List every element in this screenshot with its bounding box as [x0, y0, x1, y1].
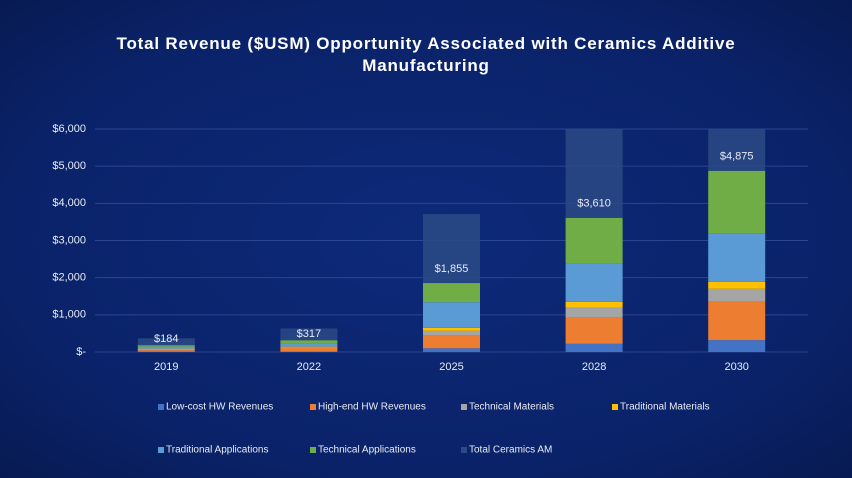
bar-segment	[708, 301, 766, 341]
y-tick-label: $4,000	[52, 197, 86, 209]
legend-swatch	[158, 404, 164, 410]
bar-segment	[280, 346, 338, 348]
legend-label: Technical Materials	[469, 402, 554, 413]
data-label: $184	[154, 333, 178, 345]
y-tick-label: $-	[76, 346, 86, 358]
y-tick-label: $5,000	[52, 160, 86, 172]
bar-segment	[708, 129, 766, 171]
bar-segment	[423, 302, 480, 328]
bar-segment	[708, 340, 766, 352]
bar-segment	[565, 301, 623, 308]
legend-swatch	[612, 404, 618, 410]
bar-segment	[423, 327, 480, 331]
grid	[95, 128, 808, 353]
bar-segment	[280, 340, 338, 344]
bar-segment	[137, 349, 195, 351]
legend-label: Technical Applications	[318, 445, 416, 456]
y-tick-label: $6,000	[52, 123, 86, 135]
legend-swatch	[158, 447, 164, 453]
bar-segment	[565, 343, 623, 352]
legend-swatch	[461, 404, 467, 410]
legend-label: Low-cost HW Revenues	[166, 402, 273, 413]
bar-segment	[280, 347, 338, 352]
y-tick-label: $1,000	[52, 309, 86, 321]
bar-segment	[565, 263, 623, 302]
legend-swatch	[461, 447, 467, 453]
x-tick-label: 2028	[582, 361, 606, 373]
data-label: $1,855	[435, 263, 469, 275]
x-tick-label: 2030	[724, 361, 748, 373]
bar-segment	[280, 343, 338, 347]
bars	[137, 129, 766, 352]
legend-swatch	[310, 404, 316, 410]
bar-segment	[137, 338, 195, 346]
bar-segment	[708, 233, 766, 282]
bar-segment	[565, 307, 623, 318]
data-label: $317	[297, 328, 321, 340]
y-tick-label: $2,000	[52, 272, 86, 284]
bar-segment	[565, 129, 623, 218]
legend-label: Traditional Applications	[166, 445, 268, 456]
bar-segment	[423, 214, 480, 284]
bar-segment	[423, 348, 480, 352]
x-tick-label: 2025	[439, 361, 463, 373]
bar-segment	[137, 350, 195, 352]
bar-segment	[423, 335, 480, 349]
chart-title: Total Revenue ($USM) Opportunity Associa…	[116, 34, 736, 75]
labels: $- $1,000 $2,000 $3,000 $4,000 $5,000 $6,000 20…	[52, 123, 753, 456]
bar-segment	[137, 346, 195, 349]
data-label: $3,610	[577, 198, 611, 210]
data-label: $4,875	[720, 151, 754, 163]
x-tick-label: 2022	[297, 361, 321, 373]
bar-segment	[708, 288, 766, 302]
y-tick-label: $3,000	[52, 234, 86, 246]
legend-swatch	[310, 447, 316, 453]
bar-segment	[423, 330, 480, 336]
bar-segment	[280, 328, 338, 341]
bar-segment	[708, 281, 766, 289]
bar-segment	[565, 217, 623, 264]
legend-label: Total Ceramics AM	[469, 445, 552, 456]
bar-segment	[708, 170, 766, 234]
x-tick-label: 2019	[154, 361, 178, 373]
legend-label: Traditional Materials	[620, 402, 710, 413]
legend-label: High-end HW Revenues	[318, 402, 426, 413]
bar-segment	[137, 345, 195, 347]
bar-segment	[423, 283, 480, 303]
bar-segment	[565, 317, 623, 344]
